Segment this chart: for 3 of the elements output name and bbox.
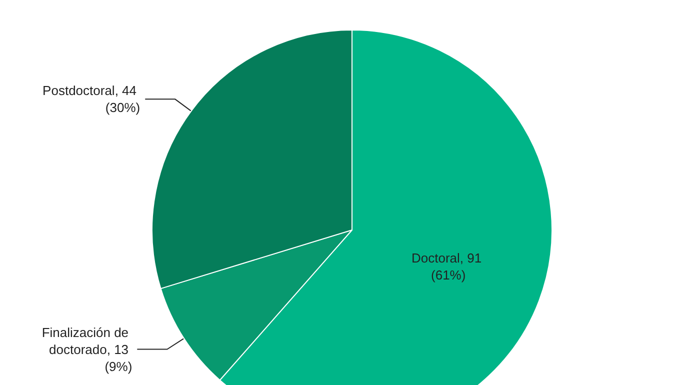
slice-label: Postdoctoral, 44 (30%) bbox=[42, 83, 140, 116]
slice-label: Finalización de doctorado, 13 (9%) bbox=[42, 324, 132, 374]
slice-label: Doctoral, 91 (61%) bbox=[412, 250, 486, 282]
